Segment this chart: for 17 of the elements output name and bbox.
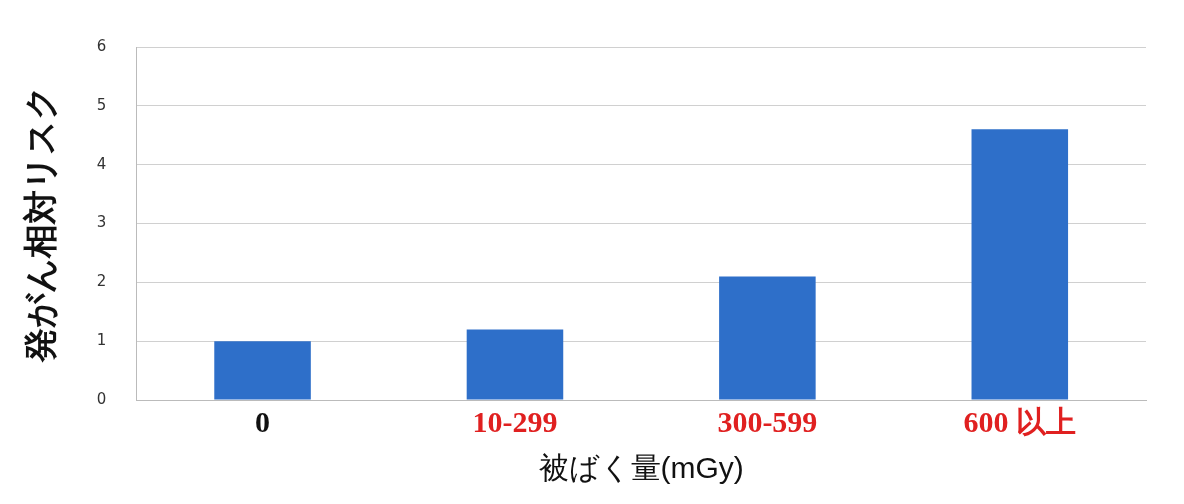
bar [971,129,1069,400]
y-tick-label: 5 [96,95,107,114]
y-tick-label: 0 [96,389,107,408]
y-tick-label: 2 [96,272,107,291]
bar [466,329,564,400]
y-tick-label: 3 [96,213,107,232]
y-axis-title: 発がん相対リスク [20,85,59,363]
x-tick-label: 0 [255,404,271,438]
bar [214,341,311,400]
x-tick-label: 10-299 [472,404,558,438]
y-tick-label: 4 [96,154,107,173]
bar [719,276,816,400]
x-axis-title: 被ばく量(mGy) [538,451,744,485]
y-tick-label: 6 [96,36,107,55]
x-tick-label: 300-599 [717,404,818,438]
y-tick-label: 1 [96,331,107,350]
x-tick-label: 600 以上 [963,404,1077,438]
